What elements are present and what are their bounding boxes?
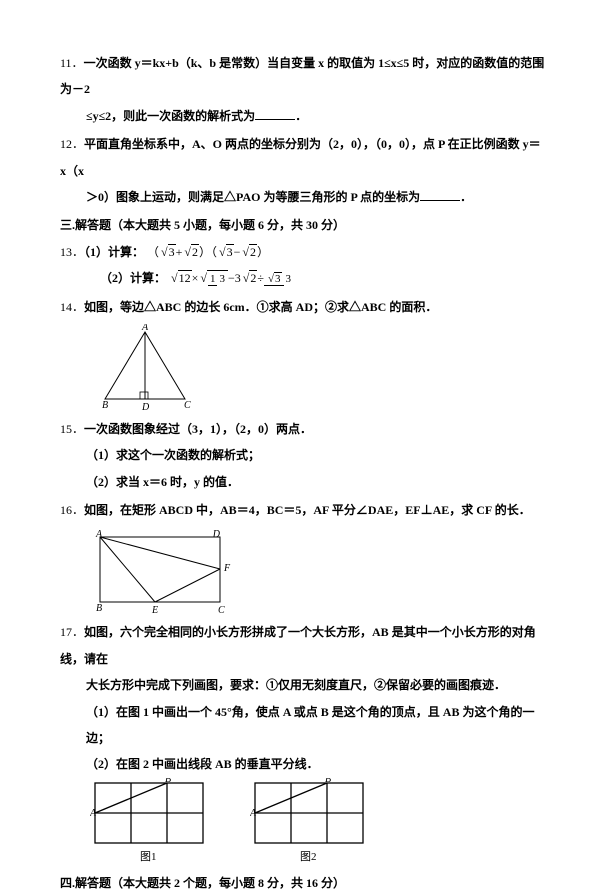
q11-line2-wrap: ≤y≤2，则此一次函数的解析式为 ． [60, 103, 545, 129]
svg-text:B: B [165, 778, 171, 785]
q11-num: 11． [60, 56, 84, 70]
svg-text:A: A [90, 808, 97, 819]
q15-p1: （1）求这个一次函数的解析式； [60, 442, 545, 468]
q13-expr1: （3+2）（3−2） [147, 245, 269, 259]
question-11: 11．一次函数 y＝kx+b（k、b 是常数）当自变量 x 的取值为 1≤x≤5… [60, 50, 545, 129]
svg-text:B: B [325, 778, 331, 785]
q16-text: 如图，在矩形 ABCD 中，AB＝4，BC＝5，AF 平分∠DAE，EF⊥AE，… [84, 503, 531, 517]
svg-text:D: D [212, 529, 221, 540]
question-13: 13．（1）计算： （3+2）（3−2） （2）计算： 12×13−32÷33 [60, 239, 545, 292]
q17-fig1: A B 图1 [90, 778, 210, 868]
svg-text:E: E [151, 605, 158, 616]
q17-fig2: A B 图2 [250, 778, 370, 868]
q15-num: 15． [60, 422, 84, 436]
svg-text:F: F [223, 563, 231, 574]
q17-line2: 大长方形中完成下列画图，要求：①仅用无刻度直尺，②保留必要的画图痕迹． [60, 672, 545, 698]
q11-end: ． [295, 109, 307, 123]
svg-text:B: B [102, 400, 108, 411]
svg-text:A: A [250, 808, 257, 819]
svg-text:A: A [141, 324, 149, 333]
fig1-label: 图1 [140, 850, 157, 863]
question-14: 14．如图，等边△ABC 的边长 6cm．①求高 AD；②求△ABC 的面积． … [60, 294, 545, 414]
svg-text:A: A [95, 529, 103, 540]
q12-line1: 平面直角坐标系中，A、O 两点的坐标分别为（2，0），（0，0），点 P 在正比… [60, 137, 541, 177]
q17-line1: 如图，六个完全相同的小长方形拼成了一个大长方形，AB 是其中一个小长方形的对角线… [60, 625, 536, 665]
q17-figures: A B 图1 A B 图2 [90, 778, 545, 868]
grid1-icon: A B 图1 [90, 778, 210, 868]
question-15: 15．一次函数图象经过（3，1），（2，0）两点． （1）求这个一次函数的解析式… [60, 416, 545, 495]
grid2-icon: A B 图2 [250, 778, 370, 868]
q13-expr2: 12×13−32÷33 [169, 271, 293, 285]
q17-p1: （1）在图 1 中画出一个 45°角，使点 A 或点 B 是这个角的顶点，且 A… [60, 699, 545, 752]
q17-p2: （2）在图 2 中画出线段 AB 的垂直平分线． [60, 751, 545, 777]
blank [255, 107, 295, 120]
question-17: 17．如图，六个完全相同的小长方形拼成了一个大长方形，AB 是其中一个小长方形的… [60, 619, 545, 867]
q14-figure: A B D C [90, 324, 545, 414]
svg-text:D: D [141, 402, 150, 413]
q12-end: ． [460, 190, 472, 204]
triangle-icon: A B D C [90, 324, 200, 414]
q13-num: 13． [60, 245, 84, 259]
q14-text: 如图，等边△ABC 的边长 6cm．①求高 AD；②求△ABC 的面积． [84, 300, 437, 314]
question-16: 16．如图，在矩形 ABCD 中，AB＝4，BC＝5，AF 平分∠DAE，EF⊥… [60, 497, 545, 617]
page: 11．一次函数 y＝kx+b（k、b 是常数）当自变量 x 的取值为 1≤x≤5… [0, 0, 595, 842]
q12-line2-wrap: ＞0）图象上运动，则满足△PAO 为等腰三角形的 P 点的坐标为 ． [60, 184, 545, 210]
q16-num: 16． [60, 503, 84, 517]
fig2-label: 图2 [300, 850, 317, 863]
section-4-heading: 四.解答题（本大题共 2 个题，每小题 8 分，共 16 分） [60, 870, 545, 896]
svg-text:B: B [96, 603, 102, 614]
section-3-heading: 三.解答题（本大题共 5 小题，每小题 6 分，共 30 分） [60, 212, 545, 238]
q15-p2: （2）求当 x＝6 时，y 的值． [60, 469, 545, 495]
blank [420, 188, 460, 201]
svg-text:C: C [218, 605, 225, 616]
q13-p2-label: （2）计算： [100, 271, 166, 285]
svg-text:C: C [184, 400, 191, 411]
q12-num: 12． [60, 137, 84, 151]
q13-p1-label: （1）计算： [84, 245, 144, 259]
q15-text: 一次函数图象经过（3，1），（2，0）两点． [84, 422, 312, 436]
q12-line2: ＞0）图象上运动，则满足△PAO 为等腰三角形的 P 点的坐标为 [86, 190, 420, 204]
q17-num: 17． [60, 625, 84, 639]
q14-num: 14． [60, 300, 84, 314]
q13-p2: （2）计算： 12×13−32÷33 [60, 265, 545, 291]
q11-line1: 一次函数 y＝kx+b（k、b 是常数）当自变量 x 的取值为 1≤x≤5 时，… [60, 56, 544, 96]
q11-line2: ≤y≤2，则此一次函数的解析式为 [86, 109, 255, 123]
q16-figure: A D B E C F [90, 527, 545, 617]
rectangle-icon: A D B E C F [90, 527, 240, 617]
question-12: 12．平面直角坐标系中，A、O 两点的坐标分别为（2，0），（0，0），点 P … [60, 131, 545, 210]
